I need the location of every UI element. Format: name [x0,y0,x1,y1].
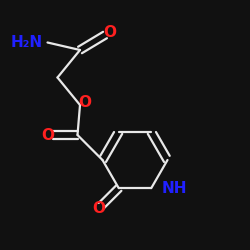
Text: O: O [92,201,105,216]
Text: O: O [104,25,117,40]
Text: NH: NH [161,181,187,196]
Text: O: O [41,128,54,142]
Text: O: O [78,95,92,110]
Text: H₂N: H₂N [10,35,42,50]
